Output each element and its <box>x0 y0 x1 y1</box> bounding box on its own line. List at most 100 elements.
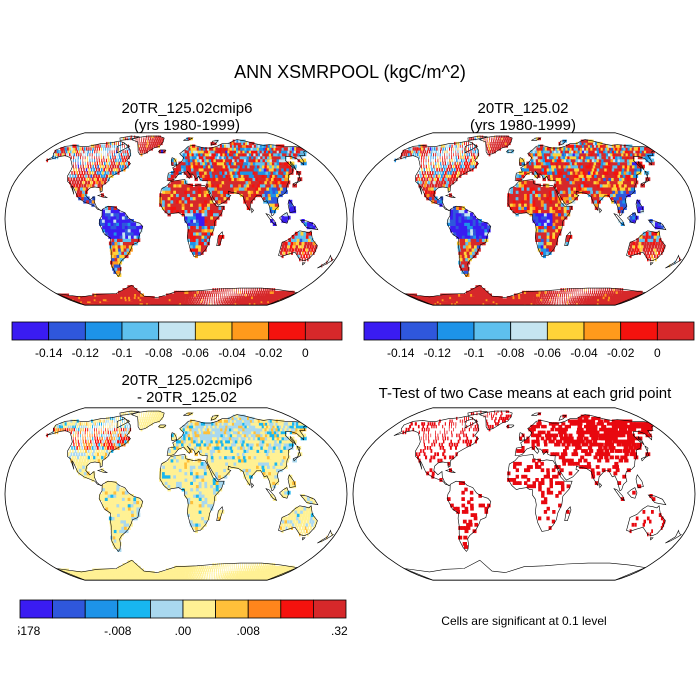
grid-cell <box>94 158 96 163</box>
grid-cell <box>181 186 185 191</box>
grid-cell <box>218 238 222 242</box>
grid-cell <box>170 174 174 178</box>
grid-cell <box>201 225 205 230</box>
grid-cell <box>429 149 431 154</box>
grid-cell <box>526 167 530 172</box>
grid-cell <box>105 206 109 210</box>
grid-cell <box>103 180 107 185</box>
grid-cell <box>611 167 617 172</box>
grid-cell <box>179 296 183 300</box>
grid-cell <box>76 149 79 154</box>
grid-cell <box>167 300 170 304</box>
grid-cell <box>553 164 558 169</box>
grid-cell <box>437 155 439 160</box>
grid-cell <box>564 296 565 300</box>
grid-cell <box>466 149 468 154</box>
grid-cell <box>181 180 185 185</box>
grid-cell <box>137 139 139 143</box>
grid-cell <box>615 288 617 292</box>
grid-cell <box>228 155 233 160</box>
grid-cell <box>312 251 315 255</box>
grid-cell <box>250 190 255 194</box>
grid-cell <box>632 244 635 249</box>
grid-cell <box>279 174 285 178</box>
grid-cell <box>184 300 187 304</box>
grid-cell <box>243 296 246 300</box>
grid-cell <box>560 196 564 201</box>
grid-cell <box>552 235 556 239</box>
grid-cell <box>215 152 220 157</box>
grid-cell <box>459 254 463 259</box>
grid-cell <box>565 147 570 151</box>
grid-cell <box>255 290 258 294</box>
grid-cell <box>130 235 135 239</box>
grid-cell <box>555 293 558 297</box>
grid-cell <box>538 219 542 223</box>
grid-cell <box>453 152 454 157</box>
grid-cell <box>178 203 183 207</box>
grid-cell <box>285 174 291 178</box>
grid-cell <box>167 196 171 201</box>
grid-cell <box>276 177 281 182</box>
grid-cell <box>435 164 437 169</box>
grid-cell <box>450 228 454 233</box>
grid-cell <box>109 147 111 151</box>
grid-cell <box>512 206 517 210</box>
grid-cell <box>540 199 545 204</box>
grid-cell <box>256 302 260 305</box>
grid-cell <box>201 231 205 236</box>
grid-cell <box>189 193 194 198</box>
grid-cell <box>550 147 555 151</box>
grid-cell <box>452 171 455 175</box>
grid-cell <box>186 293 189 297</box>
grid-cell <box>105 147 107 151</box>
grid-cell <box>142 144 144 148</box>
grid-cell <box>54 155 56 160</box>
grid-cell <box>269 296 273 300</box>
grid-cell <box>244 177 249 182</box>
grid-cell <box>184 203 188 207</box>
grid-cell <box>199 298 201 302</box>
grid-cell <box>202 293 204 297</box>
grid-cell <box>114 238 118 242</box>
grid-cell <box>261 164 267 169</box>
grid-cell <box>197 251 201 255</box>
grid-cell <box>618 193 623 198</box>
grid-cell <box>297 235 301 239</box>
grid-cell <box>434 183 438 188</box>
grid-cell <box>595 290 598 294</box>
grid-cell <box>244 186 249 191</box>
grid-cell <box>446 147 448 151</box>
grid-cell <box>252 288 254 292</box>
grid-cell <box>101 158 103 163</box>
grid-cell <box>605 171 611 175</box>
grid-cell <box>202 296 205 300</box>
grid-cell <box>207 212 211 217</box>
grid-cell <box>543 247 547 252</box>
coastline-samerica <box>98 205 144 277</box>
grid-cell <box>547 298 549 302</box>
grid-cell <box>100 167 103 172</box>
grid-cell <box>170 206 174 210</box>
grid-cell <box>569 298 571 302</box>
grid-cell <box>237 293 239 297</box>
grid-cell <box>536 149 541 154</box>
grid-cell <box>584 161 589 166</box>
grid-cell <box>516 298 520 302</box>
grid-cell <box>218 177 223 182</box>
grid-cell <box>430 158 432 163</box>
grid-cell <box>192 251 196 255</box>
grid-cell <box>429 183 432 188</box>
grid-cell <box>162 296 166 300</box>
grid-cell <box>549 222 553 226</box>
grid-cell <box>299 238 303 242</box>
grid-cell <box>543 296 545 300</box>
grid-cell <box>607 298 611 302</box>
grid-cell <box>291 238 294 242</box>
grid-cell <box>459 152 461 157</box>
grid-cell <box>124 158 127 163</box>
grid-cell <box>233 186 238 191</box>
grid-cell <box>524 171 528 175</box>
grid-cell <box>636 203 641 207</box>
grid-cell <box>467 231 471 236</box>
